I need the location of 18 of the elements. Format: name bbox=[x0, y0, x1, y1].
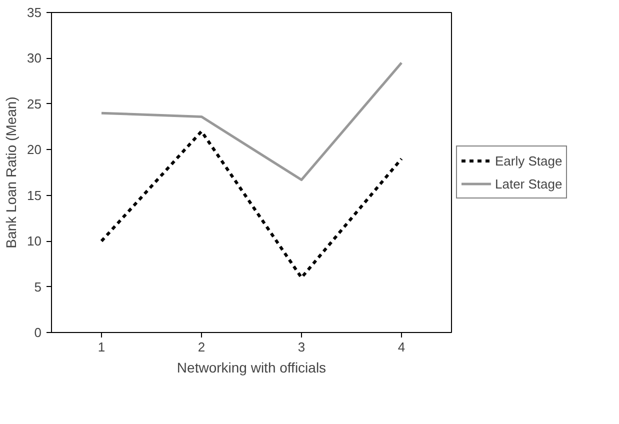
y-axis-title: Bank Loan Ratio (Mean) bbox=[3, 96, 20, 248]
y-tick-label: 0 bbox=[34, 325, 42, 340]
legend-label: Early Stage bbox=[495, 153, 562, 168]
y-tick-label: 5 bbox=[34, 279, 42, 294]
legend-label: Later Stage bbox=[495, 176, 562, 191]
y-tick-label: 30 bbox=[27, 50, 42, 66]
x-tick-label: 3 bbox=[298, 340, 306, 354]
x-tick-label: 2 bbox=[198, 340, 206, 354]
x-axis-title: Networking with officials bbox=[176, 360, 326, 376]
x-tick-label: 1 bbox=[98, 340, 106, 354]
y-tick-label: 20 bbox=[27, 142, 42, 158]
line-series bbox=[100, 62, 403, 182]
x-tick-label: 4 bbox=[398, 340, 406, 354]
y-tick-label: 15 bbox=[27, 188, 42, 203]
y-tick-label: 35 bbox=[27, 5, 42, 20]
y-tick-label: 10 bbox=[27, 234, 42, 249]
y-tick-label: 25 bbox=[27, 96, 42, 112]
line-series bbox=[100, 130, 403, 280]
